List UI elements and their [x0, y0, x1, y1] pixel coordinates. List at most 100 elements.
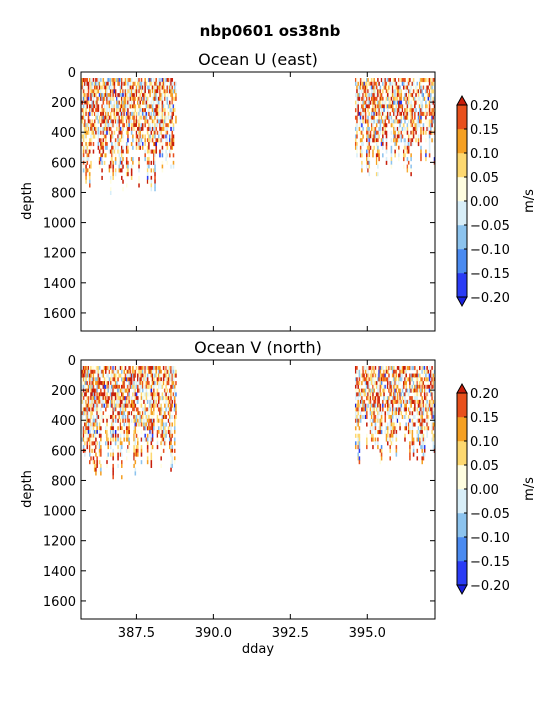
heatmap-cell: [144, 403, 146, 408]
heatmap-cell: [383, 388, 385, 393]
heatmap-cell: [414, 123, 416, 128]
heatmap-cell: [373, 388, 375, 393]
heatmap-cell: [100, 78, 102, 83]
heatmap-cell: [84, 373, 86, 378]
heatmap-cell: [112, 149, 114, 154]
heatmap-cell: [109, 373, 112, 378]
heatmap-cell: [112, 108, 114, 113]
heatmap-cell: [90, 403, 92, 408]
heatmap-cell: [130, 123, 133, 128]
heatmap-cell: [384, 403, 387, 408]
heatmap-cell: [139, 81, 142, 86]
heatmap-cell: [160, 119, 162, 124]
heatmap-cell: [378, 407, 380, 412]
heatmap-cell: [127, 108, 129, 113]
heatmap-cell: [386, 407, 389, 412]
heatmap-cell: [148, 168, 150, 173]
heatmap-cell: [411, 411, 414, 416]
heatmap-cell: [430, 89, 432, 94]
heatmap-cell: [102, 369, 105, 374]
heatmap-cell: [108, 168, 111, 173]
heatmap-cell: [91, 126, 93, 132]
heatmap-cell: [100, 138, 102, 143]
heatmap-cell: [393, 108, 395, 113]
heatmap-cell: [370, 93, 373, 98]
heatmap-cell: [150, 384, 153, 389]
heatmap-cell: [109, 168, 112, 173]
heatmap-cell: [91, 81, 93, 86]
heatmap-cell: [393, 430, 395, 435]
heatmap-cell: [129, 81, 132, 86]
heatmap-cell: [127, 373, 129, 378]
heatmap-cell: [400, 392, 403, 397]
heatmap-cell: [87, 100, 90, 105]
heatmap-cell: [165, 123, 167, 128]
heatmap-cell: [170, 388, 172, 393]
heatmap-cell: [373, 89, 375, 94]
heatmap-cell: [427, 414, 430, 420]
heatmap-cell: [155, 119, 158, 124]
heatmap-cell: [105, 142, 107, 147]
heatmap-cell: [129, 93, 132, 98]
heatmap-cell: [396, 407, 399, 412]
heatmap-cell: [415, 89, 417, 94]
heatmap-cell: [399, 96, 401, 101]
heatmap-cell: [175, 369, 177, 374]
heatmap-cell: [105, 396, 107, 401]
heatmap-cell: [357, 100, 359, 105]
heatmap-cell: [161, 164, 164, 169]
heatmap-cell: [164, 119, 166, 124]
heatmap-cell: [161, 422, 164, 427]
heatmap-cell: [398, 78, 400, 83]
heatmap-cell: [87, 153, 90, 158]
heatmap-cell: [404, 108, 406, 113]
heatmap-cell: [143, 426, 145, 431]
heatmap-cell: [122, 179, 124, 184]
heatmap-cell: [154, 81, 156, 86]
heatmap-cell: [398, 130, 400, 135]
heatmap-cell: [171, 384, 174, 389]
heatmap-cell: [121, 93, 123, 98]
heatmap-cell: [85, 130, 87, 135]
heatmap-cell: [161, 138, 164, 143]
heatmap-cell: [374, 373, 377, 378]
heatmap-cell: [132, 407, 134, 412]
heatmap-cell: [357, 392, 359, 397]
heatmap-cell: [146, 437, 149, 442]
heatmap-cell: [427, 418, 430, 423]
heatmap-cell: [173, 441, 176, 446]
heatmap-cell: [359, 138, 362, 143]
heatmap-cell: [368, 145, 371, 150]
heatmap-cell: [407, 85, 410, 90]
heatmap-cell: [106, 89, 108, 94]
heatmap-cell: [150, 430, 153, 435]
heatmap-cell: [98, 392, 101, 397]
heatmap-cell: [153, 96, 155, 101]
heatmap-cell: [384, 126, 387, 132]
heatmap-cell: [169, 81, 171, 86]
heatmap-cell: [426, 126, 428, 132]
heatmap-cell: [391, 433, 394, 438]
heatmap-cell: [145, 407, 148, 412]
heatmap-cell: [391, 377, 394, 382]
heatmap-cell: [98, 399, 101, 404]
heatmap-cell: [128, 426, 130, 431]
heatmap-cell: [399, 85, 401, 90]
heatmap-cell: [151, 381, 154, 386]
heatmap-cell: [91, 418, 93, 423]
heatmap-cell: [90, 164, 92, 169]
heatmap-cell: [358, 460, 361, 465]
heatmap-cell: [108, 85, 111, 90]
heatmap-cell: [148, 392, 150, 397]
heatmap-cell: [118, 384, 121, 389]
heatmap-cell: [92, 399, 95, 404]
heatmap-cell: [409, 407, 411, 412]
heatmap-cell: [105, 134, 107, 139]
heatmap-cell: [166, 396, 169, 401]
heatmap-cell: [369, 100, 372, 105]
heatmap-cell: [391, 418, 394, 423]
heatmap-cell: [156, 96, 159, 101]
heatmap-cell: [393, 119, 395, 124]
heatmap-cell: [97, 145, 100, 150]
heatmap-cell: [112, 418, 114, 423]
